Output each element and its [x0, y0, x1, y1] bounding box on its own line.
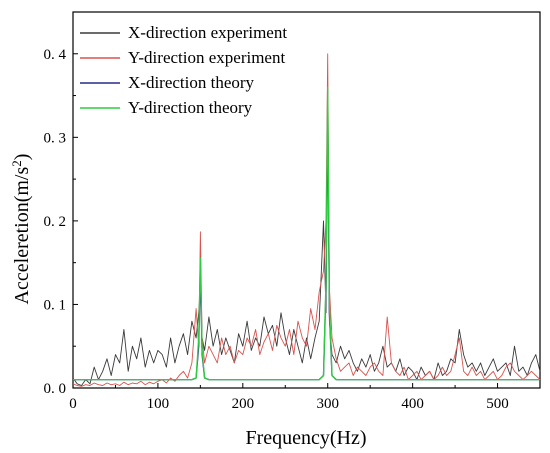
x-tick-label: 500	[486, 396, 509, 412]
y-axis-title-main: Acceleretion(m/s	[11, 167, 33, 305]
legend-label: Y-direction experiment	[128, 48, 285, 67]
y-tick-label: 0. 3	[44, 130, 67, 146]
x-axis-title: Frequency(Hz)	[245, 427, 366, 449]
y-tick-label: 0. 0	[44, 381, 67, 397]
series-line	[72, 53, 541, 387]
plot-area: 0 100 200 300 400 500 0. 0 0. 1 0. 2 0. 3 0. 4	[44, 11, 541, 412]
legend-label: X-direction experiment	[128, 23, 287, 42]
x-tick-label: 300	[316, 396, 339, 412]
x-tick-label: 100	[147, 396, 170, 412]
plot-frame	[72, 11, 541, 389]
y-axis-title-suffix: )	[11, 154, 33, 161]
y-tick-label: 0. 4	[44, 47, 67, 63]
series-line	[72, 111, 541, 386]
legend-label: Y-direction theory	[128, 98, 253, 117]
y-axis-title-group: Acceleretion(m/s2)	[9, 154, 34, 305]
y-tick-label: 0. 2	[44, 214, 67, 230]
legend: X-direction experiment Y-direction experi…	[80, 23, 287, 117]
x-tick-label: 200	[232, 396, 255, 412]
series-line	[73, 86, 540, 381]
x-tick-label: 0	[69, 396, 77, 412]
y-axis-title: Acceleretion(m/s2)	[9, 154, 34, 305]
x-tick-label: 400	[401, 396, 424, 412]
legend-label: X-direction theory	[128, 73, 255, 92]
y-tick-label: 0. 1	[44, 297, 67, 313]
y-axis-title-superscript: 2	[9, 160, 24, 167]
